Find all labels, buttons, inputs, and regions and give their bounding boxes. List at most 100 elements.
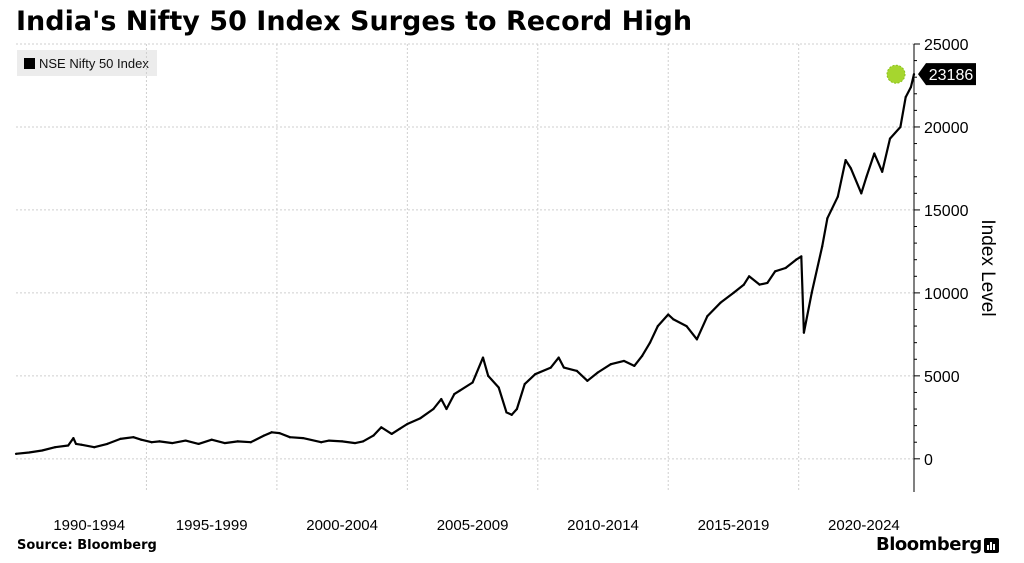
- data-point: [390, 432, 393, 436]
- data-point: [865, 175, 868, 178]
- data-point: [132, 436, 135, 439]
- data-point: [510, 413, 513, 416]
- data-point: [93, 446, 96, 449]
- data-point: [119, 437, 122, 441]
- data-point: [523, 383, 526, 386]
- data-point: [748, 275, 751, 278]
- data-point: [904, 95, 907, 99]
- data-point: [80, 443, 83, 446]
- data-point: [586, 379, 589, 382]
- data-point: [74, 442, 78, 445]
- data-point: [672, 318, 675, 321]
- x-tick-label: 2010-2014: [567, 517, 639, 534]
- data-point: [249, 441, 252, 444]
- data-point: [821, 245, 824, 248]
- data-point: [171, 441, 174, 445]
- data-point: [497, 386, 500, 389]
- data-point: [557, 356, 560, 359]
- data-point: [140, 438, 143, 441]
- data-point: [380, 426, 383, 429]
- data-point: [197, 442, 200, 445]
- legend-swatch: [24, 57, 35, 69]
- data-point: [440, 397, 443, 401]
- data-point: [398, 427, 401, 431]
- data-point: [432, 407, 435, 411]
- data-point: [695, 338, 699, 341]
- data-point: [301, 436, 305, 440]
- data-point: [800, 255, 803, 258]
- y-tick-label: 20000: [924, 120, 969, 137]
- data-point: [685, 324, 688, 328]
- data-point: [802, 331, 806, 334]
- last-value-highlight: [886, 64, 906, 84]
- data-point: [844, 159, 847, 162]
- data-point: [648, 341, 652, 344]
- data-point: [40, 449, 44, 452]
- data-point: [641, 354, 644, 358]
- data-point: [774, 270, 777, 273]
- data-point: [912, 72, 916, 76]
- data-point: [810, 291, 813, 294]
- data-point: [341, 440, 344, 443]
- y-tick-label: 5000: [924, 369, 960, 386]
- data-point: [575, 369, 579, 372]
- y-axis-label: Index Level: [977, 219, 998, 316]
- data-point: [534, 373, 537, 376]
- x-tick-label: 1990-1994: [53, 517, 125, 534]
- data-point: [549, 366, 552, 369]
- data-point: [481, 356, 485, 359]
- data-point: [609, 363, 612, 366]
- x-tick-label: 2005-2009: [437, 517, 509, 534]
- y-tick-label: 25000: [924, 37, 969, 54]
- legend-label: NSE Nifty 50 Index: [39, 55, 149, 71]
- data-point: [909, 86, 912, 89]
- data-point: [719, 301, 722, 304]
- data-point: [184, 439, 187, 442]
- x-tick-label: 2015-2019: [698, 517, 770, 534]
- y-tick-label: 0: [924, 452, 933, 469]
- data-point: [899, 125, 902, 129]
- data-point: [766, 281, 769, 285]
- last-value-tag: [918, 63, 976, 86]
- data-point: [515, 407, 519, 411]
- data-point: [794, 258, 798, 261]
- data-point: [732, 291, 735, 294]
- data-point: [445, 407, 448, 411]
- x-tick-label: 2000-2004: [306, 517, 378, 534]
- data-point: [622, 359, 625, 363]
- data-point: [27, 451, 31, 454]
- series-line: [15, 73, 916, 455]
- data-point: [150, 441, 153, 444]
- data-point: [372, 434, 375, 437]
- data-point: [562, 366, 565, 369]
- data-point: [210, 438, 213, 441]
- data-point: [849, 167, 852, 170]
- data-point: [72, 436, 75, 440]
- data-point: [881, 170, 884, 173]
- data-point: [836, 195, 839, 198]
- data-point: [453, 393, 456, 396]
- x-tick-label: 1995-1999: [176, 517, 248, 534]
- data-point: [419, 417, 422, 420]
- data-point: [633, 364, 636, 367]
- data-point: [706, 315, 709, 318]
- data-point: [327, 439, 331, 442]
- data-point: [406, 422, 409, 426]
- data-point: [667, 313, 670, 316]
- data-point: [278, 431, 281, 435]
- data-point: [784, 266, 787, 270]
- data-point: [236, 440, 239, 443]
- data-point: [270, 431, 273, 434]
- data-point: [742, 283, 745, 286]
- chart-title: India's Nifty 50 Index Surges to Record …: [16, 6, 693, 37]
- data-point: [860, 192, 863, 195]
- data-point: [596, 371, 599, 374]
- data-point: [14, 452, 18, 455]
- legend: NSE Nifty 50 Index: [17, 50, 157, 76]
- data-point: [67, 444, 70, 447]
- bloomberg-chart-icon: [984, 538, 999, 553]
- source-note: Source: Bloomberg: [17, 538, 157, 553]
- data-point: [458, 389, 461, 392]
- data-point: [888, 137, 892, 140]
